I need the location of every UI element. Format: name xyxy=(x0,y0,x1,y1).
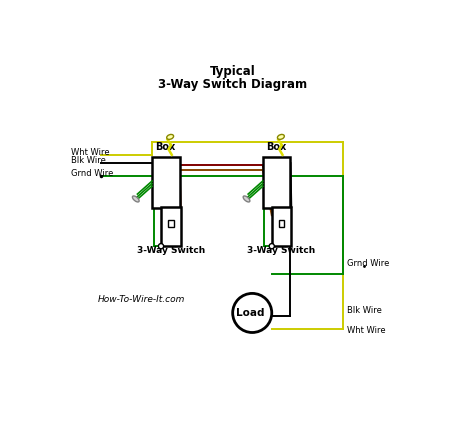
Text: Typical: Typical xyxy=(210,66,256,78)
Text: 3-Way Switch: 3-Way Switch xyxy=(247,246,316,255)
Bar xyxy=(272,207,291,246)
Ellipse shape xyxy=(133,196,139,202)
Text: Load: Load xyxy=(237,308,265,318)
Text: Grnd Wire: Grnd Wire xyxy=(71,169,114,178)
Ellipse shape xyxy=(167,135,173,139)
Ellipse shape xyxy=(243,196,250,202)
Bar xyxy=(263,157,291,208)
Bar xyxy=(279,220,284,227)
Text: Blk Wire: Blk Wire xyxy=(71,156,106,165)
Circle shape xyxy=(269,244,274,249)
Text: Wht Wire: Wht Wire xyxy=(347,326,386,335)
Bar xyxy=(161,207,181,246)
Circle shape xyxy=(233,294,272,332)
Text: Box: Box xyxy=(266,142,286,152)
Ellipse shape xyxy=(277,135,284,139)
Bar xyxy=(168,220,173,227)
Text: 3-Way Switch Diagram: 3-Way Switch Diagram xyxy=(158,78,307,91)
Text: Blk Wire: Blk Wire xyxy=(347,306,382,315)
Text: Wht Wire: Wht Wire xyxy=(71,148,110,157)
Text: 3-Way Switch: 3-Way Switch xyxy=(137,246,205,255)
Bar xyxy=(152,157,180,208)
Circle shape xyxy=(158,244,163,249)
Text: Grnd Wire: Grnd Wire xyxy=(347,259,390,268)
Text: Box: Box xyxy=(155,142,175,152)
Text: How-To-Wire-It.com: How-To-Wire-It.com xyxy=(98,294,185,304)
